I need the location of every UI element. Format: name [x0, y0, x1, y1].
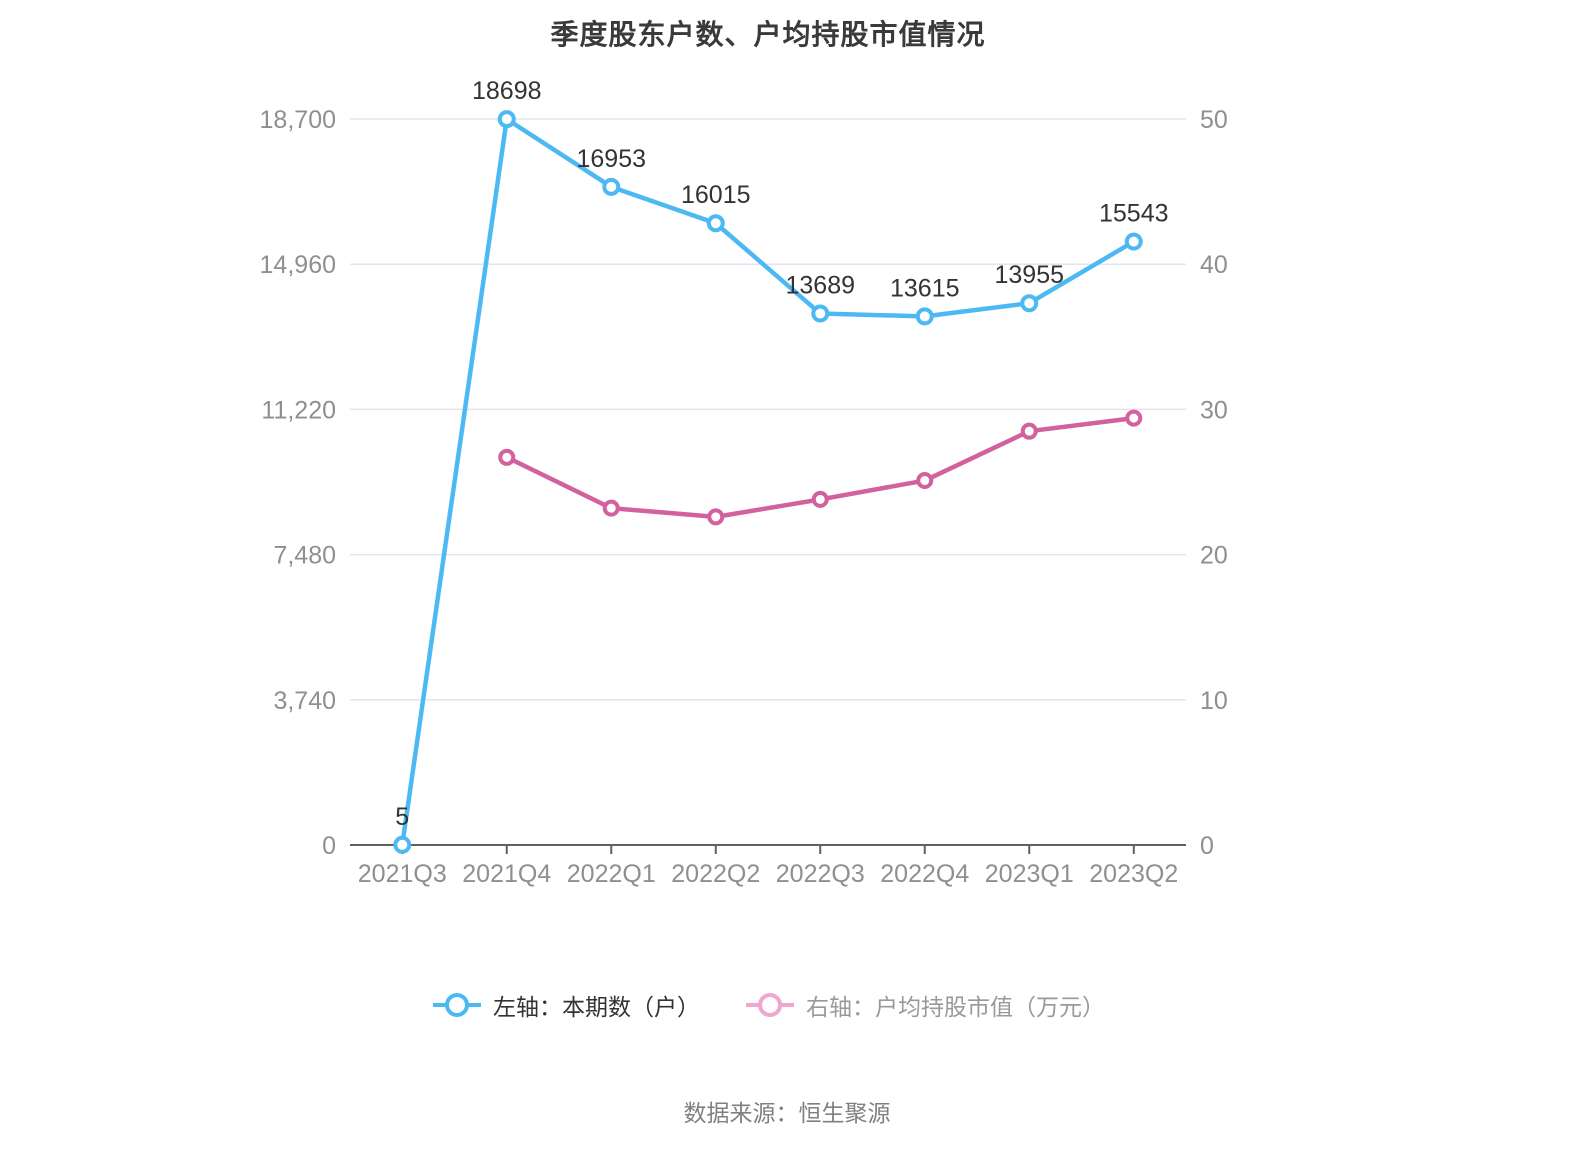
- data-label: 13689: [785, 272, 855, 300]
- line-marker-icon: [746, 993, 794, 1017]
- x-axis-category-label: 2023Q1: [985, 860, 1074, 888]
- data-point: [602, 499, 620, 517]
- data-point: [811, 490, 829, 508]
- series-line-0: 5 18698 16953 16015 13689 13615 13955 15543: [393, 77, 1169, 854]
- data-point: [1020, 294, 1039, 313]
- data-point: [916, 472, 934, 490]
- left-axis-tick-label: 14,960: [260, 251, 336, 279]
- data-label: 18698: [472, 77, 542, 105]
- data-source-caption: 数据来源：恒生聚源: [683, 1100, 891, 1126]
- data-label: 13955: [994, 261, 1064, 289]
- data-label: 15543: [1099, 200, 1169, 228]
- left-axis-tick-label: 11,220: [261, 396, 336, 424]
- grid-lines: [350, 118, 1186, 701]
- x-axis-category-label: 2023Q2: [1089, 860, 1178, 888]
- right-axis-labels: 0 10 20 30 40 50: [1200, 106, 1228, 860]
- data-label: 16953: [576, 145, 646, 173]
- left-axis-tick-label: 18,700: [260, 106, 336, 134]
- data-point: [393, 835, 412, 854]
- left-axis-labels: 0 3,740 7,480 11,220 14,960 18,700: [260, 106, 336, 860]
- line-marker-icon: [433, 993, 481, 1017]
- data-point: [497, 110, 516, 129]
- x-axis-category-label: 2022Q4: [880, 860, 969, 888]
- right-axis-tick-label: 0: [1200, 832, 1214, 860]
- left-axis-tick-label: 3,740: [273, 687, 336, 715]
- data-point: [602, 177, 621, 196]
- x-axis-category-label: 2022Q2: [671, 860, 760, 888]
- data-point: [1125, 409, 1143, 427]
- chart-title: 季度股东户数、户均持股市值情况: [550, 19, 986, 50]
- left-axis-tick-label: 0: [322, 832, 336, 860]
- x-axis-category-label: 2022Q3: [776, 860, 865, 888]
- data-point: [706, 214, 725, 233]
- data-label: 5: [395, 803, 409, 831]
- data-label: 13615: [890, 274, 960, 302]
- legend-item-right-axis[interactable]: 右轴：户均持股市值（万元）: [744, 988, 1105, 1022]
- data-point: [1124, 232, 1143, 251]
- right-axis-tick-label: 10: [1200, 687, 1228, 715]
- x-axis-category-label: 2021Q4: [462, 860, 551, 888]
- data-point: [498, 448, 516, 466]
- data-label: 16015: [681, 181, 751, 209]
- right-axis-tick-label: 40: [1200, 251, 1228, 279]
- series-line-1: [498, 409, 1143, 526]
- data-point: [915, 307, 934, 326]
- right-axis-tick-label: 20: [1200, 542, 1228, 570]
- left-axis-tick-label: 7,480: [273, 542, 336, 570]
- right-axis-tick-label: 30: [1200, 396, 1228, 424]
- right-axis-tick-label: 50: [1200, 106, 1228, 134]
- x-axis: 2021Q3 2021Q4 2022Q1 2022Q2 2022Q3 2022Q4 2023…: [350, 844, 1186, 888]
- x-axis-category-label: 2021Q3: [358, 860, 447, 888]
- data-point: [811, 304, 830, 323]
- legend-item-left-axis[interactable]: 左轴：本期数（户）: [431, 988, 700, 1022]
- x-axis-category-label: 2022Q1: [567, 860, 656, 888]
- data-point: [707, 508, 725, 526]
- legend-label: 右轴：户均持股市值（万元）: [806, 994, 1105, 1020]
- legend-label: 左轴：本期数（户）: [493, 994, 700, 1020]
- chart-legend: 左轴：本期数（户） 右轴：户均持股市值（万元）: [0, 988, 1536, 1022]
- line-chart: 03,7407,48011,22014,96018,70001020304050…: [260, 77, 1228, 888]
- data-point: [1020, 422, 1038, 440]
